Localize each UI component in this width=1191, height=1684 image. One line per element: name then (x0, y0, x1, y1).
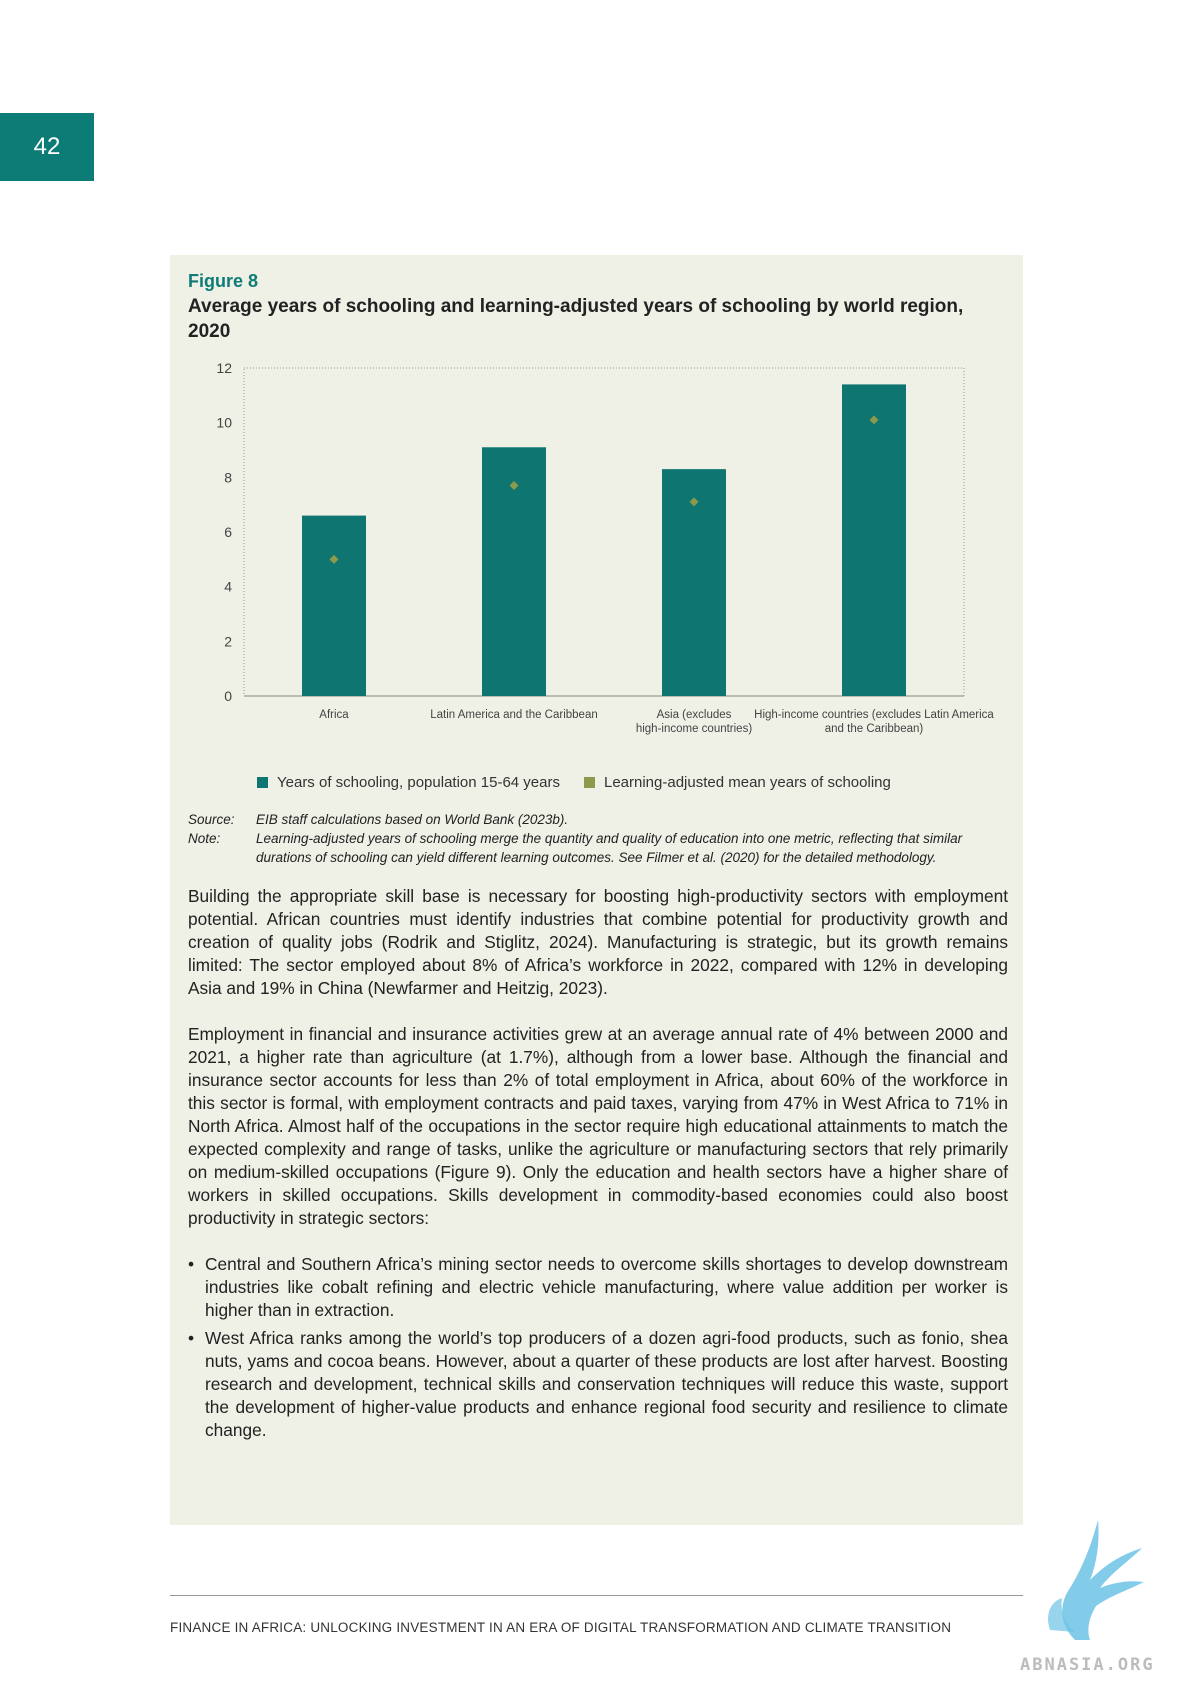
footer-title: FINANCE IN AFRICA: UNLOCKING INVESTMENT … (170, 1620, 952, 1635)
bullet-marker: • (188, 1328, 195, 1348)
legend-label-learning-adjusted: Learning-adjusted mean years of schoolin… (603, 774, 891, 791)
bullet-text: West Africa ranks among the world’s top … (205, 1328, 1008, 1440)
y-tick-label: 4 (224, 579, 232, 595)
chart-svg: 0 2 4 6 8 10 12 Africa Latin America and the Car… (216, 360, 994, 735)
x-tick-label: Africa (319, 709, 349, 721)
learning-adjusted-marker (689, 497, 699, 507)
page-number: 42 (0, 113, 94, 181)
learning-adjusted-marker (509, 481, 519, 491)
y-tick-label: 8 (224, 469, 232, 485)
x-tick-label: High-income countries (excludes Latin Am… (754, 709, 994, 721)
legend-swatch-schooling (257, 777, 268, 788)
bullet-marker: • (188, 1254, 195, 1274)
y-tick-label: 0 (224, 688, 232, 704)
learning-adjusted-marker (869, 415, 879, 425)
bar (842, 384, 906, 696)
watermark: ABNASIA.ORG (1020, 1655, 1155, 1675)
note-label: Note: (188, 831, 221, 846)
bird-logo-icon (1020, 1510, 1145, 1650)
bar (302, 515, 366, 696)
source-row: Source: EIB staff calculations based on … (188, 810, 1008, 829)
legend-swatch-learning-adjusted (583, 777, 595, 788)
figure-notes: Source: EIB staff calculations based on … (188, 810, 1008, 867)
source-label: Source: (188, 812, 235, 827)
bullet-list: • Central and Southern Africa’s mining s… (188, 1253, 1008, 1442)
legend-item-schooling: Years of schooling, population 15-64 yea… (257, 774, 560, 791)
y-tick-label: 10 (216, 415, 232, 431)
bullet-item: • Central and Southern Africa’s mining s… (188, 1253, 1008, 1322)
learning-adjusted-marker (329, 554, 339, 564)
body-text: Building the appropriate skill base is n… (188, 885, 1008, 1447)
bullet-item: • West Africa ranks among the world’s to… (188, 1327, 1008, 1442)
footer-divider (170, 1595, 1023, 1596)
bar-chart: 0 2 4 6 8 10 12 Africa Latin America and the Car… (200, 360, 1000, 765)
figure-title: Average years of schooling and learning-… (188, 296, 964, 342)
legend-label-schooling: Years of schooling, population 15-64 yea… (277, 774, 560, 791)
y-tick-label: 12 (216, 360, 232, 376)
x-tick-label: and the Caribbean) (825, 723, 924, 735)
chart-legend: Years of schooling, population 15-64 yea… (257, 774, 891, 791)
x-tick-label: Latin America and the Caribbean (430, 709, 598, 721)
bullet-text: Central and Southern Africa’s mining sec… (205, 1254, 1008, 1320)
note-text: Learning-adjusted years of schooling mer… (256, 831, 963, 865)
x-tick-label: Asia (excludes (657, 709, 732, 721)
legend-item-learning-adjusted: Learning-adjusted mean years of schoolin… (583, 774, 891, 791)
figure-label: Figure 8 (188, 271, 259, 291)
paragraph-1: Building the appropriate skill base is n… (188, 886, 1008, 998)
paragraph-2: Employment in financial and insurance ac… (188, 1024, 1008, 1228)
bar (662, 469, 726, 696)
x-tick-label: high-income countries) (636, 723, 753, 735)
y-tick-label: 6 (224, 524, 232, 540)
note-row: Note: Learning-adjusted years of schooli… (188, 829, 1008, 867)
y-tick-label: 2 (224, 633, 232, 649)
source-text: EIB staff calculations based on World Ba… (256, 812, 569, 827)
